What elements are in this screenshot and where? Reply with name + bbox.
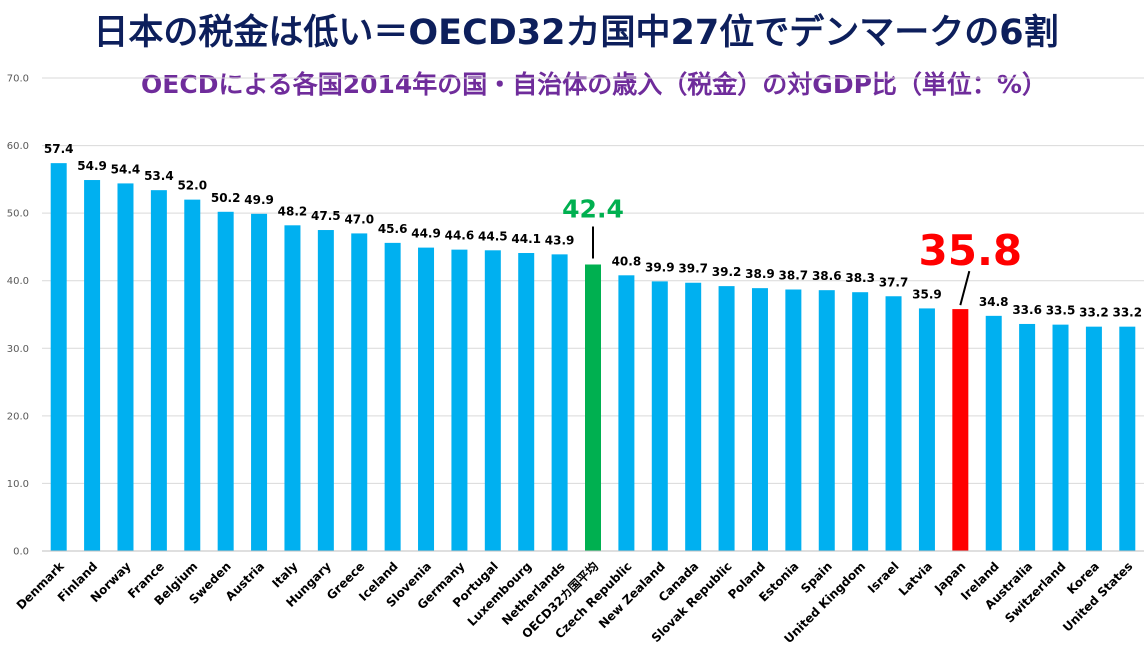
data-label: 54.9 — [77, 159, 107, 173]
bar — [751, 288, 768, 551]
bar — [84, 180, 101, 552]
bar — [50, 163, 67, 551]
x-tick-label: Latvia — [896, 559, 935, 598]
data-label: 48.2 — [278, 204, 308, 218]
bar — [785, 289, 802, 551]
data-label: 54.4 — [111, 162, 141, 176]
data-label: 33.2 — [1112, 306, 1142, 320]
data-label: 44.6 — [445, 229, 475, 243]
bar — [918, 308, 935, 551]
y-tick-label: 60.0 — [7, 141, 29, 152]
data-label: 53.4 — [144, 169, 174, 183]
bar — [451, 249, 468, 552]
y-tick-label: 0.0 — [13, 547, 29, 558]
bar — [952, 309, 969, 551]
x-tick-label: Israel — [865, 559, 902, 596]
y-tick-label: 50.0 — [7, 209, 29, 220]
bar — [551, 254, 568, 551]
y-tick-label: 40.0 — [7, 276, 29, 287]
chart-title: 日本の税金は低い＝OECD32カ国中27位でデンマークの6割 — [93, 12, 1058, 53]
data-label: 35.9 — [912, 287, 942, 301]
data-label: 47.0 — [344, 212, 374, 226]
y-tick-label: 20.0 — [7, 411, 29, 422]
bar — [1085, 326, 1102, 551]
leader-line — [959, 270, 971, 306]
data-label-japan: 35.8 — [919, 226, 1023, 275]
x-tick-label: Switzerland — [1002, 559, 1068, 625]
bar — [317, 230, 334, 552]
data-label-oecd-average: 42.4 — [562, 194, 624, 223]
bar — [1019, 323, 1036, 551]
data-label: 39.9 — [645, 260, 675, 274]
data-label: 43.9 — [545, 233, 575, 247]
bar — [718, 286, 735, 551]
y-tick-label: 30.0 — [7, 344, 29, 355]
data-label: 38.9 — [745, 267, 775, 281]
bar — [818, 290, 835, 551]
bar — [384, 242, 401, 552]
bar — [150, 190, 167, 551]
data-label: 47.5 — [311, 209, 341, 223]
data-label: 39.7 — [678, 262, 708, 276]
chart-subtitle: OECDによる各国2014年の国・自治体の歳入（税金）の対GDP比（単位：%） — [141, 70, 1047, 99]
y-tick-label: 70.0 — [7, 74, 29, 85]
data-label: 33.2 — [1079, 306, 1109, 320]
data-label: 50.2 — [211, 191, 241, 205]
x-tick-label: Denmark — [14, 559, 68, 613]
data-label: 44.1 — [511, 232, 541, 246]
data-label: 34.8 — [979, 295, 1009, 309]
bar — [1119, 326, 1136, 551]
bar — [651, 281, 668, 551]
data-labels: 57.454.9 54.4 53.452.0 50.2 49.9 48.2 47.5 47.0… — [44, 142, 1142, 320]
leader-lines — [592, 226, 971, 306]
y-axis-ticks: 0.0 10.0 20.0 30.0 40.0 50.0 60.0 70.0 — [7, 74, 29, 558]
data-label: 44.9 — [411, 227, 441, 241]
data-label: 33.5 — [1046, 304, 1076, 318]
data-label: 52.0 — [177, 179, 207, 193]
bar — [251, 213, 268, 551]
x-axis-labels: DenmarkFinlandNorwayFranceBelgiumSwedenA… — [14, 559, 1136, 647]
bar — [351, 233, 368, 551]
data-label: 37.7 — [879, 275, 909, 289]
bar — [117, 183, 134, 551]
bar — [585, 264, 601, 551]
y-tick-label: 10.0 — [7, 479, 29, 490]
data-label: 39.2 — [712, 265, 742, 279]
bar — [284, 225, 301, 551]
bar — [685, 282, 702, 551]
data-label: 57.4 — [44, 142, 74, 156]
data-label: 45.6 — [378, 222, 408, 236]
data-label: 38.7 — [779, 268, 809, 282]
bar — [217, 211, 234, 551]
x-tick-label: Italy — [269, 559, 300, 590]
bar — [885, 296, 902, 551]
bar — [852, 292, 869, 551]
data-label: 49.9 — [244, 193, 274, 207]
data-label: 33.6 — [1012, 303, 1042, 317]
bar — [184, 199, 201, 551]
bar — [484, 250, 501, 552]
bar — [418, 247, 435, 551]
bars — [50, 163, 1136, 552]
data-label: 40.8 — [612, 254, 642, 268]
data-label: 44.5 — [478, 229, 508, 243]
bar — [518, 253, 535, 551]
data-label: 38.3 — [845, 271, 875, 285]
bar — [618, 275, 635, 551]
bar — [1052, 324, 1069, 551]
data-label: 38.6 — [812, 269, 842, 283]
bar — [985, 315, 1002, 551]
